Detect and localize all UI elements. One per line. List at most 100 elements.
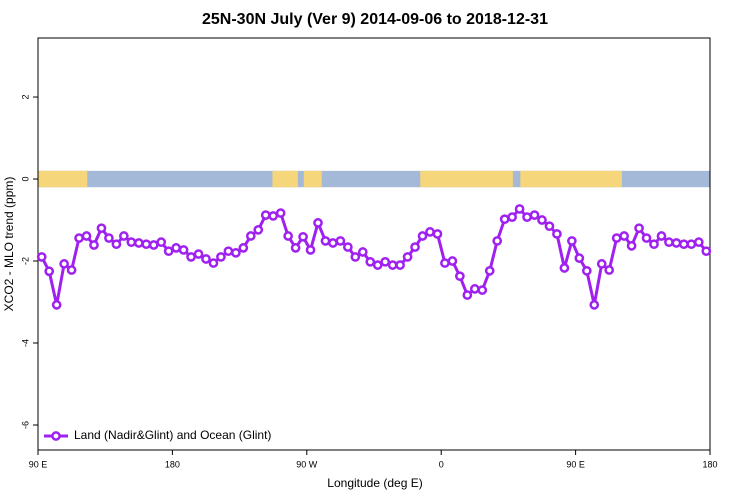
point — [641, 233, 652, 243]
point — [186, 252, 196, 262]
point — [335, 236, 346, 246]
point — [462, 290, 473, 300]
point — [350, 252, 361, 262]
point — [417, 231, 428, 241]
point — [365, 256, 376, 267]
point — [260, 210, 271, 220]
point — [275, 208, 286, 218]
point — [484, 266, 495, 276]
point — [402, 252, 413, 262]
point — [589, 300, 600, 310]
point — [499, 214, 510, 225]
point — [552, 229, 562, 239]
point — [163, 246, 174, 257]
y-tick-label: -6 — [20, 421, 30, 429]
point — [171, 243, 181, 253]
x-tick-label: 90 E — [29, 459, 48, 469]
point — [455, 271, 465, 282]
land-span — [520, 170, 622, 188]
chart-title: 25N-30N July (Ver 9) 2014-09-06 to 2018-… — [202, 11, 548, 28]
point — [507, 212, 517, 222]
point — [649, 239, 659, 250]
point — [111, 239, 122, 250]
point — [701, 246, 712, 257]
y-tick-label: 2 — [20, 95, 30, 100]
point — [514, 204, 525, 214]
legend-label: Land (Nadir&Glint) and Ocean (Glint) — [74, 428, 271, 442]
point — [268, 211, 279, 221]
point — [634, 223, 644, 234]
point — [372, 260, 383, 270]
point — [469, 284, 480, 294]
point — [343, 242, 353, 252]
point — [440, 258, 450, 268]
point — [544, 221, 555, 232]
point — [656, 231, 667, 241]
point — [119, 231, 129, 241]
plot-frame — [37, 37, 711, 451]
point — [133, 238, 144, 248]
point — [305, 245, 316, 255]
point — [253, 225, 264, 235]
point — [529, 210, 540, 220]
point — [522, 212, 532, 222]
point — [328, 238, 338, 248]
point — [148, 240, 159, 250]
point — [477, 285, 488, 295]
point — [238, 243, 249, 253]
point — [104, 233, 114, 243]
point — [395, 260, 405, 270]
y-tick-label: -2 — [20, 257, 30, 265]
point — [679, 239, 689, 250]
land-span — [272, 170, 298, 188]
point — [664, 237, 674, 248]
point — [410, 242, 420, 252]
land-span — [420, 170, 513, 188]
point — [74, 233, 84, 243]
point — [596, 259, 607, 269]
x-tick-label: 180 — [702, 459, 717, 469]
point — [611, 233, 622, 243]
point — [559, 263, 570, 273]
point — [223, 246, 234, 257]
point — [193, 249, 204, 259]
point — [686, 239, 697, 250]
point — [51, 300, 62, 310]
point — [96, 223, 107, 234]
point — [581, 266, 592, 276]
point — [201, 254, 211, 264]
point — [313, 218, 323, 228]
point — [320, 236, 331, 246]
point — [66, 265, 77, 275]
point — [156, 237, 167, 248]
point — [574, 253, 585, 263]
point — [537, 215, 547, 225]
point — [126, 237, 137, 248]
point — [387, 260, 398, 270]
x-tick-label: 0 — [439, 459, 444, 469]
point — [216, 252, 226, 262]
x-tick-label: 90 W — [296, 459, 318, 469]
series-line — [40, 206, 708, 306]
point — [141, 239, 152, 250]
point — [245, 231, 256, 241]
point — [492, 236, 503, 246]
point — [290, 243, 301, 253]
land-span — [303, 170, 322, 188]
y-axis-label: XCO2 - MLO trend (ppm) — [2, 177, 16, 312]
x-axis-label: Longitude (deg E) — [327, 476, 422, 490]
point — [432, 229, 443, 239]
point — [567, 236, 577, 246]
point — [357, 247, 368, 257]
point — [619, 231, 629, 241]
legend-marker — [51, 431, 61, 441]
point — [447, 256, 458, 266]
point — [36, 252, 47, 262]
point — [283, 231, 293, 241]
land-span — [38, 170, 88, 188]
point — [178, 245, 189, 255]
point — [81, 231, 92, 241]
y-tick-label: 0 — [20, 177, 30, 182]
point — [604, 265, 615, 275]
